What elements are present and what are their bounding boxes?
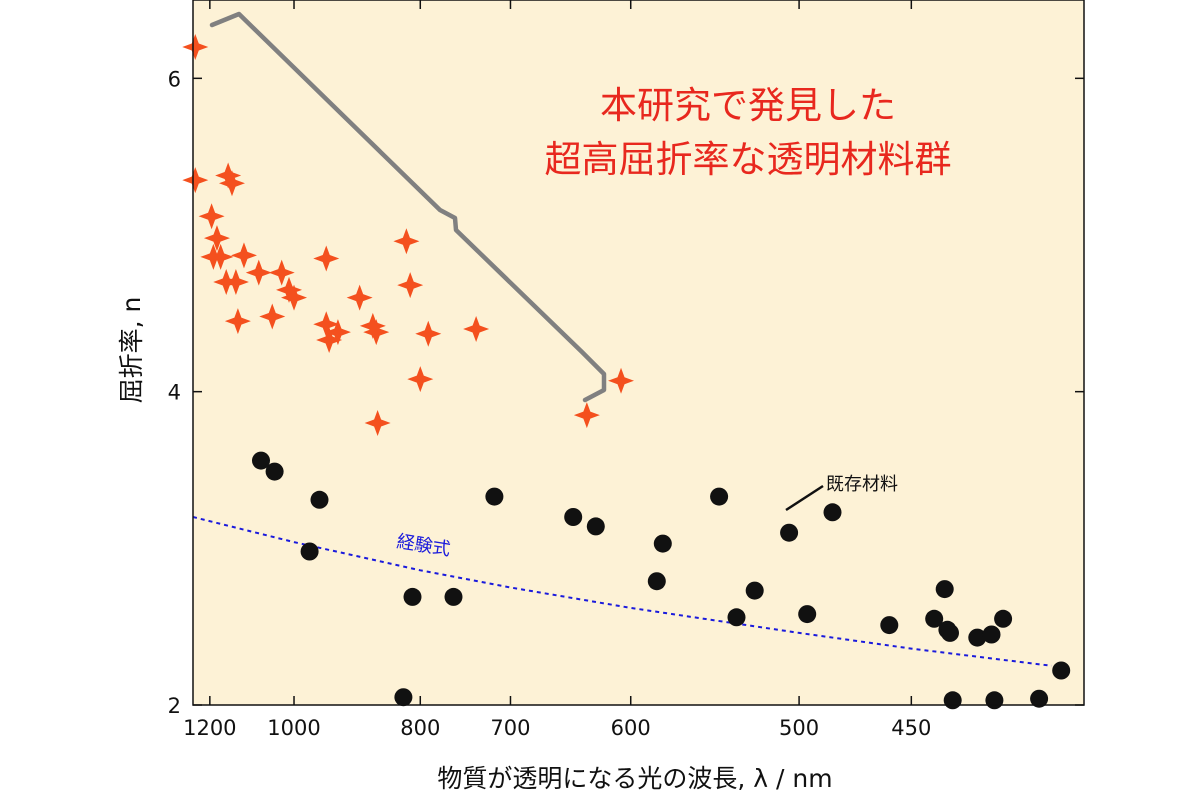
- discovered-material-point: [182, 167, 209, 194]
- y-tick-label: 2: [168, 694, 181, 718]
- tick-layer: 2 4 6 1200 1000 800 700 600 500 450: [168, 0, 1084, 740]
- discovered-material-point: [230, 242, 257, 269]
- bracket-layer: [209, 11, 607, 403]
- x-tick-label: 800: [400, 716, 440, 740]
- y-tick-label: 4: [168, 381, 181, 405]
- existing-material-point: [994, 609, 1013, 628]
- discovered-material-point: [268, 259, 295, 286]
- discovered-material-point: [245, 259, 272, 286]
- discovered-material-point: [222, 269, 249, 295]
- existing-material-point: [653, 534, 672, 553]
- existing-material-point: [985, 691, 1004, 710]
- existing-material-point: [780, 523, 799, 542]
- discovered-material-point: [203, 225, 230, 252]
- existing-material-point: [403, 587, 422, 606]
- discovered-material-point: [316, 326, 343, 353]
- existing-material-point: [880, 616, 899, 635]
- existing-material-point: [1052, 661, 1071, 680]
- discovered-material-point: [397, 272, 424, 299]
- discovered-material-point: [207, 243, 234, 270]
- existing-material-point: [798, 605, 817, 624]
- x-tick-label: 1000: [267, 716, 320, 740]
- existing-material-point: [444, 587, 463, 606]
- discovered-material-point: [407, 366, 434, 393]
- existing-material-point: [925, 609, 944, 628]
- discovered-material-point: [359, 312, 386, 339]
- discovered-material-point: [224, 308, 251, 335]
- existing-material-point: [485, 487, 504, 506]
- y-tick-label: 6: [168, 67, 181, 91]
- existing-material-point: [823, 503, 842, 522]
- plot-frame: [192, 0, 1085, 706]
- discovered-material-point: [281, 284, 308, 311]
- marker-layer: [182, 34, 1071, 710]
- discovered-materials-label-line1: 本研究で発見した: [600, 84, 896, 127]
- discovered-material-point: [573, 402, 600, 429]
- existing-material-point: [647, 572, 666, 591]
- existing-material-point: [586, 517, 605, 536]
- x-axis-title: 物質が透明になる光の波長, λ / nm: [437, 764, 832, 793]
- existing-material-point: [941, 623, 959, 642]
- existing-material-point: [935, 580, 954, 599]
- x-tick-label: 700: [490, 716, 530, 740]
- existing-material-point: [265, 462, 284, 481]
- discovered-material-point: [259, 303, 286, 330]
- discovered-material-point: [463, 316, 490, 342]
- existing-material-point: [564, 508, 583, 526]
- existing-material-point: [394, 688, 413, 707]
- discovered-material-point: [198, 203, 225, 230]
- discovered-material-point: [215, 162, 242, 189]
- existing-material-point: [710, 487, 729, 506]
- existing-material-point: [727, 608, 746, 627]
- existing-material-point: [310, 490, 329, 509]
- existing-material-point: [968, 628, 987, 647]
- y-axis-title: 屈折率, n: [117, 297, 146, 404]
- x-tick-label: 1200: [183, 716, 236, 740]
- discovered-material-point: [182, 34, 209, 60]
- existing-material-point: [982, 625, 1001, 644]
- existing-materials-label: 既存材料: [826, 474, 898, 495]
- existing-material-point: [745, 581, 764, 600]
- discovered-material-point: [346, 284, 373, 311]
- discovered-material-point: [313, 245, 340, 272]
- existing-material-point: [252, 451, 270, 470]
- discovered-material-point: [363, 319, 390, 346]
- existing-material-point: [943, 691, 962, 710]
- discovered-material-point: [608, 367, 635, 394]
- discovered-material-point: [324, 319, 351, 346]
- existing-material-point: [1030, 689, 1049, 708]
- discovered-material-point: [364, 410, 391, 436]
- discovered-material-point: [393, 228, 420, 255]
- existing-materials-leader-line: [785, 484, 824, 512]
- existing-material-point: [300, 542, 319, 561]
- x-tick-label: 450: [891, 716, 931, 740]
- discovered-material-point: [218, 170, 245, 197]
- discovered-materials-label-line2: 超高屈折率な透明材料群: [545, 138, 952, 181]
- grouping-bracket: [209, 11, 607, 403]
- plot-area: [193, 0, 1084, 705]
- x-tick-label: 600: [611, 716, 651, 740]
- discovered-material-point: [415, 320, 442, 347]
- discovered-material-point: [313, 311, 340, 338]
- x-tick-label: 500: [779, 716, 819, 740]
- discovered-material-point: [276, 276, 303, 303]
